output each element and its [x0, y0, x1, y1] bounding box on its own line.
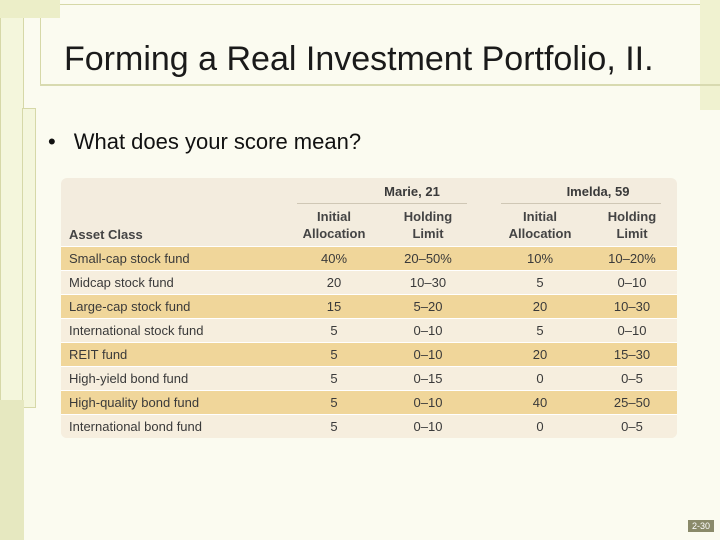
table-cell-i-alloc: 5 [536, 275, 544, 290]
table-cell-i-limit: 0–10 [617, 323, 647, 338]
table-row: Small-cap stock fund 40% 20–50% 10% 10–20% [61, 246, 677, 271]
slide-number: 2-30 [687, 520, 714, 532]
table-cell-i-alloc: 5 [536, 323, 544, 338]
table-row: High-yield bond fund 5 0–15 0 0–5 [61, 366, 677, 391]
table-cell-i-alloc: 0 [536, 419, 544, 434]
group-rule-marie [297, 203, 467, 204]
table-cell-i-limit: 0–10 [617, 275, 647, 290]
header-text: Holding Limit [403, 209, 453, 241]
table-cell-i-limit: 25–50 [613, 395, 651, 410]
bullet-dot-icon: • [48, 129, 56, 154]
table-cell-m-alloc: 5 [330, 347, 338, 362]
table-cell-asset: High-yield bond fund [69, 371, 189, 386]
table-cell-asset: Midcap stock fund [69, 275, 174, 290]
group-header-marie: Marie, 21 [384, 184, 440, 199]
decorative-bar-top-left [0, 0, 60, 18]
table-cell-asset: REIT fund [69, 347, 128, 362]
table-cell-asset: Large-cap stock fund [69, 299, 191, 314]
title-underline [40, 84, 720, 86]
table-cell-asset: International bond fund [69, 419, 202, 434]
group-header-imelda: Imelda, 59 [566, 184, 630, 199]
decorative-frame-top [40, 4, 720, 86]
decorative-frame-left-inner [22, 108, 36, 408]
table-row: International stock fund 5 0–10 5 0–10 [61, 318, 677, 343]
header-text: Initial Allocation [302, 209, 366, 241]
slide-title: Forming a Real Investment Portfolio, II. [64, 40, 654, 78]
table-cell-m-limit: 0–10 [413, 419, 443, 434]
header-text: Holding Limit [607, 209, 657, 241]
table-cell-i-alloc: 10% [526, 251, 554, 266]
table-cell-i-limit: 10–30 [613, 299, 651, 314]
table-cell-i-alloc: 0 [536, 371, 544, 386]
bullet-item: • What does your score mean? [48, 129, 361, 155]
table-cell-m-limit: 0–10 [413, 395, 443, 410]
table-row: International bond fund 5 0–10 0 0–5 [61, 414, 677, 438]
table-cell-m-limit: 5–20 [413, 299, 443, 314]
table-cell-m-limit: 0–10 [413, 347, 443, 362]
table-cell-asset: High-quality bond fund [69, 395, 200, 410]
table-cell-m-alloc: 5 [330, 395, 338, 410]
table-cell-m-alloc: 5 [330, 323, 338, 338]
header-asset-class: Asset Class [69, 227, 143, 242]
decorative-bar-left-low [0, 400, 24, 540]
table-row: High-quality bond fund 5 0–10 40 25–50 [61, 390, 677, 415]
table-row: REIT fund 5 0–10 20 15–30 [61, 342, 677, 367]
table-cell-m-limit: 10–30 [409, 275, 447, 290]
table-cell-asset: Small-cap stock fund [69, 251, 190, 266]
table-cell-m-alloc: 20 [326, 275, 342, 290]
table-cell-m-limit: 0–10 [413, 323, 443, 338]
table-cell-i-limit: 10–20% [608, 251, 656, 266]
table-row: Midcap stock fund 20 10–30 5 0–10 [61, 270, 677, 295]
table-cell-asset: International stock fund [69, 323, 204, 338]
header-holding-limit-marie: Holding Limit [387, 208, 469, 242]
table-cell-i-alloc: 20 [532, 347, 548, 362]
header-initial-allocation-imelda: Initial Allocation [499, 208, 581, 242]
header-initial-allocation-marie: Initial Allocation [293, 208, 375, 242]
bullet-text: What does your score mean? [73, 129, 362, 154]
table-cell-i-limit: 0–5 [621, 371, 643, 386]
table-cell-m-limit: 0–15 [413, 371, 443, 386]
table-cell-i-alloc: 40 [532, 395, 548, 410]
table-cell-m-alloc: 5 [330, 371, 338, 386]
header-text: Initial Allocation [508, 209, 572, 241]
portfolio-table: Marie, 21 Imelda, 59 Initial Allocation … [61, 178, 677, 438]
table-cell-i-limit: 0–5 [621, 419, 643, 434]
table-cell-i-limit: 15–30 [613, 347, 651, 362]
group-rule-imelda [501, 203, 661, 204]
header-holding-limit-imelda: Holding Limit [591, 208, 673, 242]
decorative-bar-right [700, 0, 720, 110]
table-cell-m-limit: 20–50% [404, 251, 452, 266]
table-cell-m-alloc: 5 [330, 419, 338, 434]
table-cell-i-alloc: 20 [532, 299, 548, 314]
table-cell-m-alloc: 40% [320, 251, 348, 266]
table-cell-m-alloc: 15 [326, 299, 342, 314]
table-row: Large-cap stock fund 15 5–20 20 10–30 [61, 294, 677, 319]
